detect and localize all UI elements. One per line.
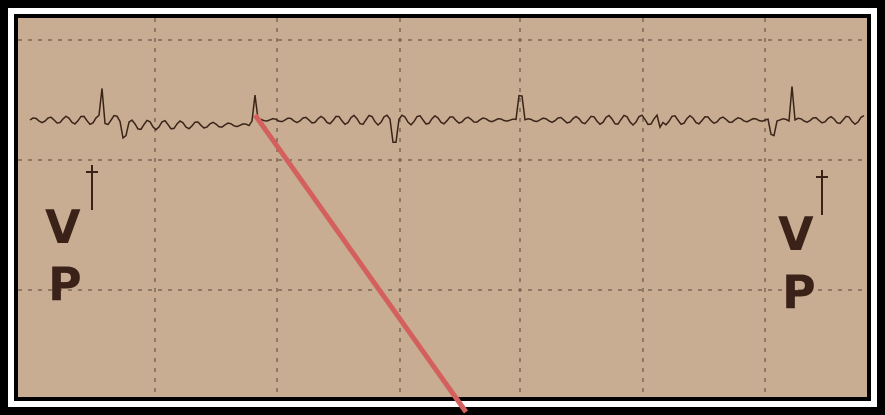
label-v: V: [778, 207, 814, 261]
photo: V P V P: [0, 0, 885, 415]
screen: [18, 18, 867, 397]
label-v: V: [45, 200, 81, 254]
label-p: P: [48, 257, 82, 311]
label-p: P: [782, 265, 816, 319]
